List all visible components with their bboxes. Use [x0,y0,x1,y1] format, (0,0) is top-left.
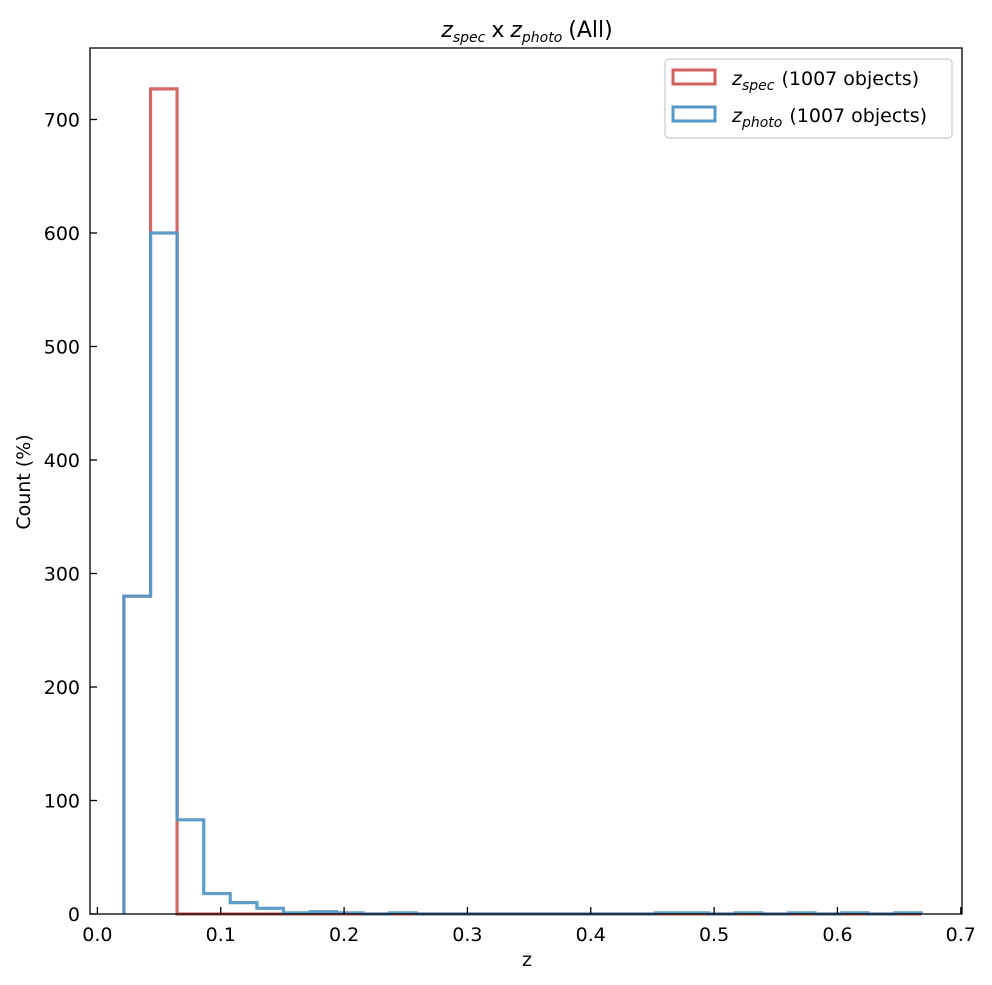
legend-swatch-spec [671,68,717,86]
y-tick-label: 500 [44,337,80,359]
y-tick-label: 300 [44,564,80,586]
y-tick-label: 0 [68,904,80,926]
x-tick-label: 0.5 [699,924,729,946]
legend-frame [664,58,953,139]
chart-title: zspec x zphoto (All) [440,18,613,46]
x-tick-label: 0.7 [946,924,976,946]
legend: zspec (1007 objects) zphoto (1007 objects) [664,58,953,139]
y-tick-label: 600 [44,223,80,245]
legend-label-spec: zspec (1007 objects) [731,68,919,94]
x-tick-label: 0.1 [206,924,236,946]
x-tick-label: 0.0 [82,924,112,946]
y-axis: 0 100 200 300 400 500 600 700 [44,110,97,926]
y-tick-label: 400 [44,450,80,472]
legend-label-photo: zphoto (1007 objects) [731,105,927,131]
legend-swatch-photo [671,105,717,123]
plot-frame [89,47,963,915]
y-axis-label: Count (%) [13,434,35,529]
x-tick-label: 0.3 [452,924,482,946]
x-tick-label: 0.2 [329,924,359,946]
y-tick-label: 100 [44,791,80,813]
x-tick-label: 0.4 [576,924,606,946]
y-tick-label: 700 [44,110,80,132]
y-tick-label: 200 [44,677,80,699]
x-tick-label: 0.6 [822,924,852,946]
x-axis: 0.0 0.1 0.2 0.3 0.4 0.5 0.6 0.7 [82,907,976,946]
x-axis-label: z [522,949,532,971]
